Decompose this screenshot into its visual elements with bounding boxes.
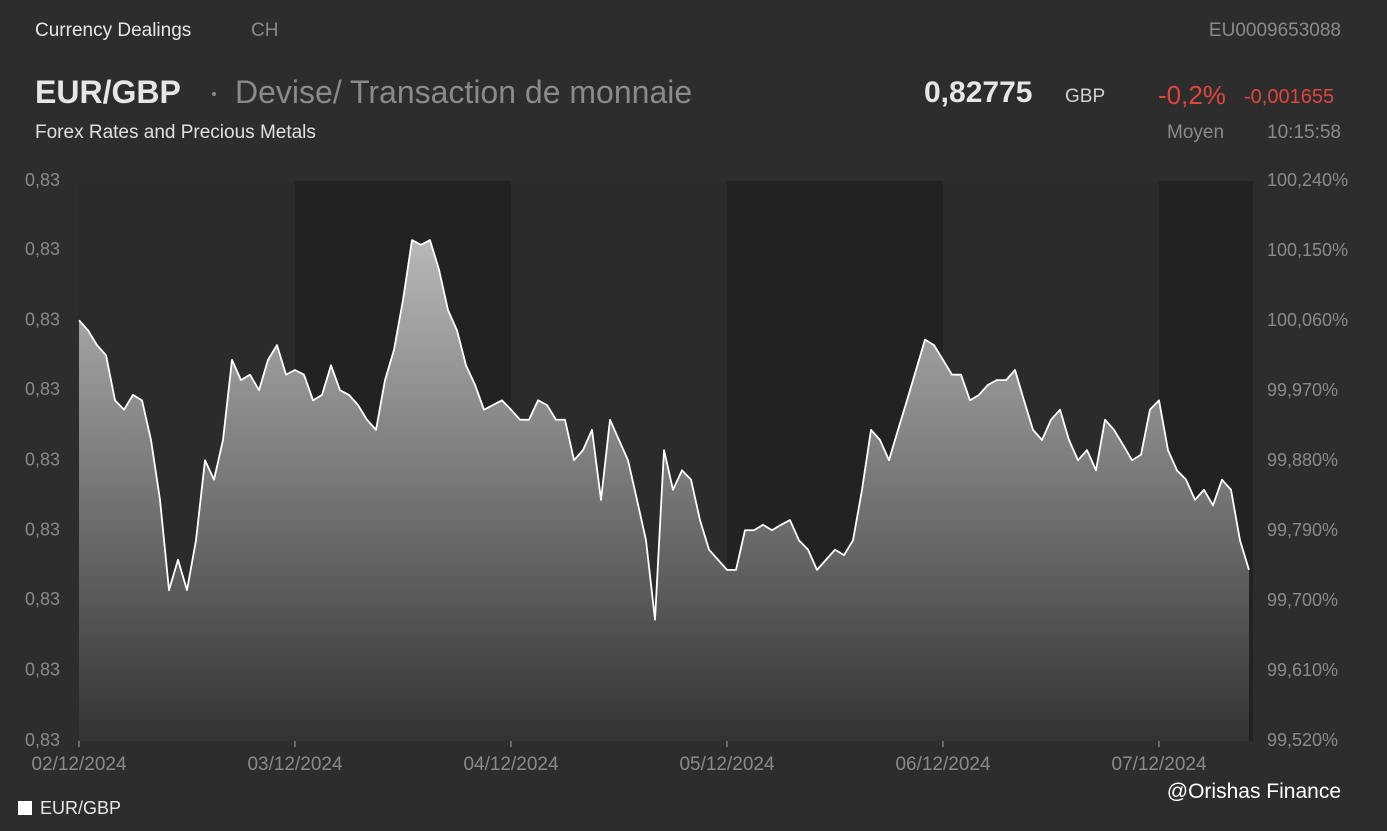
- x-tick-label: 07/12/2024: [1111, 754, 1207, 775]
- isin: EU0009653088: [1208, 20, 1341, 41]
- y-tick-label: 0,83: [25, 730, 60, 750]
- y2-tick-label: 99,610%: [1267, 660, 1338, 680]
- y2-tick-label: 99,700%: [1267, 590, 1338, 610]
- x-tick-label: 06/12/2024: [895, 754, 991, 775]
- x-tick-label: 03/12/2024: [247, 754, 343, 775]
- y-tick-label: 0,83: [25, 520, 60, 540]
- app-title: Currency Dealings: [35, 20, 192, 41]
- currency: GBP: [1065, 86, 1106, 107]
- y-tick-label: 0,83: [25, 659, 60, 679]
- region[interactable]: CH: [251, 20, 279, 41]
- y2-tick-label: 99,970%: [1267, 380, 1338, 400]
- y2-tick-label: 100,240%: [1267, 170, 1348, 190]
- y2-tick-label: 99,880%: [1267, 450, 1338, 470]
- y-tick-label: 0,83: [25, 239, 60, 259]
- legend-label[interactable]: EUR/GBP: [40, 798, 121, 818]
- category: Forex Rates and Precious Metals: [35, 122, 316, 143]
- y2-tick-label: 99,520%: [1267, 730, 1338, 750]
- price: 0,82775: [924, 76, 1033, 109]
- y-tick-label: 0,83: [25, 589, 60, 609]
- y2-tick-label: 100,060%: [1267, 310, 1348, 330]
- x-tick-label: 05/12/2024: [679, 754, 775, 775]
- description: Devise/ Transaction de monnaie: [235, 74, 693, 110]
- y-tick-label: 0,83: [25, 310, 60, 330]
- legend-swatch: [18, 801, 32, 815]
- symbol: EUR/GBP: [35, 74, 181, 110]
- x-tick-label: 02/12/2024: [31, 754, 127, 775]
- watermark: @Orishas Finance: [1166, 780, 1341, 803]
- y2-tick-label: 100,150%: [1267, 240, 1348, 260]
- y2-tick-label: 99,790%: [1267, 520, 1338, 540]
- line: [78, 239, 1250, 621]
- y-tick-label: 0,83: [25, 379, 60, 399]
- separator-dot: [212, 92, 216, 96]
- y-tick-label: 0,83: [25, 170, 60, 190]
- x-tick-label: 04/12/2024: [463, 754, 559, 775]
- price-type: Moyen: [1167, 122, 1225, 143]
- change-percent: -0,2%: [1158, 80, 1226, 110]
- y-tick-label: 0,83: [25, 449, 60, 469]
- area: [79, 240, 1249, 741]
- time: 10:15:58: [1267, 122, 1341, 143]
- change-absolute: -0,001655: [1244, 86, 1335, 108]
